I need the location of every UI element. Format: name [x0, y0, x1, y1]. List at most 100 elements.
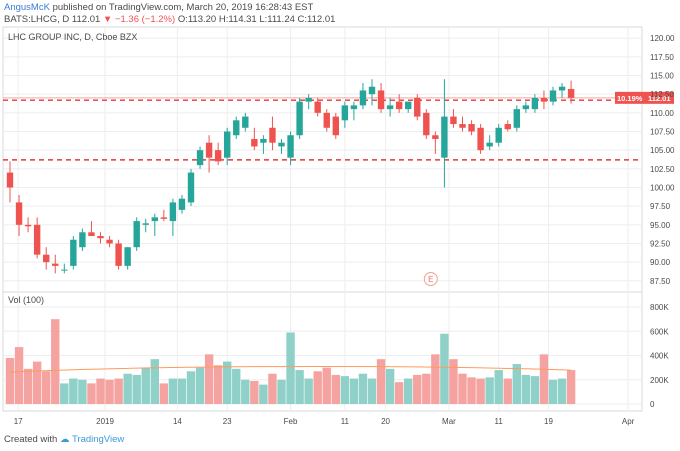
candle-body: [278, 142, 285, 147]
volume-bar: [467, 377, 476, 404]
time-tick-label: 2019: [96, 417, 114, 426]
volume-bar: [449, 359, 458, 404]
candle-body: [133, 221, 140, 248]
candle-body: [6, 172, 14, 188]
candle-body: [97, 236, 104, 239]
volume-bar: [141, 367, 150, 404]
volume-bar: [404, 378, 413, 404]
volume-bar: [313, 371, 322, 404]
time-tick-label: Mar: [442, 417, 456, 426]
price-tick-label: 95.00: [650, 221, 671, 230]
volume-bar: [340, 376, 350, 404]
candle-body: [15, 202, 23, 225]
volume-bar: [268, 373, 277, 404]
volume-bar: [557, 378, 567, 404]
candle-body: [450, 116, 457, 125]
price-tick-label: 107.50: [650, 128, 675, 137]
earnings-marker-label: E: [428, 275, 433, 284]
author-link[interactable]: AngusMcK: [4, 2, 50, 13]
chart-frame: [2, 26, 643, 412]
price-tick-label: 105.00: [650, 146, 675, 155]
candle-body: [52, 263, 59, 266]
volume-tick-label: 400K: [650, 352, 669, 361]
candle-body: [359, 90, 367, 106]
volume-bar: [512, 364, 521, 404]
volume-bar: [32, 361, 42, 404]
volume-bar: [168, 378, 178, 404]
candle-body: [151, 217, 158, 222]
volume-bar: [114, 378, 123, 404]
volume-bar: [485, 377, 494, 404]
candle-body: [178, 198, 186, 210]
volume-bar: [223, 361, 232, 404]
price-tick-label: 110.00: [650, 109, 674, 118]
earnings-marker-icon: [423, 272, 438, 286]
candle-body: [522, 105, 530, 110]
volume-bar: [494, 370, 503, 404]
volume-bar: [105, 379, 114, 404]
last-price-label-box: [644, 91, 674, 104]
candle-body: [567, 88, 575, 98]
volume-bar: [132, 374, 141, 404]
candle-body: [187, 172, 195, 203]
volume-bar: [539, 354, 549, 404]
volume-bar: [213, 365, 223, 404]
candle-body: [350, 105, 358, 110]
candle-body: [423, 112, 430, 136]
candle-body: [405, 101, 412, 110]
volume-bar: [422, 373, 431, 404]
volume-bar: [78, 379, 87, 404]
volume-bar: [123, 373, 132, 404]
footer: Created with ☁ TradingView: [4, 434, 124, 446]
tradingview-logo-icon[interactable]: ☁: [59, 434, 70, 445]
time-tick-label: 23: [223, 417, 232, 426]
candle-body: [43, 254, 50, 263]
volume-pane-title: Vol (100): [8, 295, 44, 305]
candle-body: [558, 86, 566, 91]
volume-bar: [458, 373, 467, 404]
candle-body: [332, 116, 339, 136]
candle-body: [531, 97, 539, 110]
candle-body: [79, 232, 86, 248]
time-tick-label: 17: [14, 417, 23, 426]
volume-bar: [186, 371, 196, 404]
candle-body: [269, 127, 276, 143]
candle-body: [504, 124, 511, 130]
last-price-label: 112.01: [648, 94, 671, 103]
candle-body: [106, 239, 113, 244]
chart-title: LHC GROUP INC, D, Cboe BZX: [8, 32, 137, 42]
marks-layer: E 10.19% 112.01: [3, 79, 674, 404]
ticker-symbol: BATS:LHCG, D: [4, 14, 70, 25]
volume-bar: [349, 378, 359, 404]
candle-body: [287, 135, 294, 158]
time-tick-label: Feb: [284, 417, 298, 426]
volume-bar: [241, 379, 250, 404]
tradingview-link[interactable]: TradingView: [71, 434, 125, 445]
volume-bar: [150, 359, 159, 404]
publish-info: published on TradingView.com, March 20, …: [52, 2, 314, 13]
candle-body: [142, 223, 149, 225]
volume-bar: [440, 333, 449, 404]
volume-bar: [476, 378, 485, 404]
volume-bar: [96, 378, 105, 404]
footer-created-with: Created with: [4, 434, 58, 445]
candle-body: [214, 150, 222, 162]
candle-body: [70, 239, 77, 266]
volume-ma-line: [9, 365, 572, 373]
price-tick-label: 92.50: [650, 239, 671, 248]
candle-body: [314, 101, 321, 113]
candle-body: [432, 135, 439, 139]
candle-body: [459, 124, 466, 128]
volume-bar: [503, 378, 512, 404]
pct-label: 10.19%: [617, 94, 643, 103]
candle-body: [251, 138, 258, 147]
publish-header: AngusMcK published on TradingView.com, M…: [4, 2, 313, 14]
candle-body: [386, 105, 394, 110]
price-tick-label: 102.50: [650, 165, 675, 174]
price-tick-label: 90.00: [650, 258, 671, 267]
candle-body: [468, 124, 475, 132]
price-tick-label: 97.50: [650, 202, 671, 211]
volume-bar: [548, 379, 558, 404]
volume-bar: [5, 357, 15, 404]
